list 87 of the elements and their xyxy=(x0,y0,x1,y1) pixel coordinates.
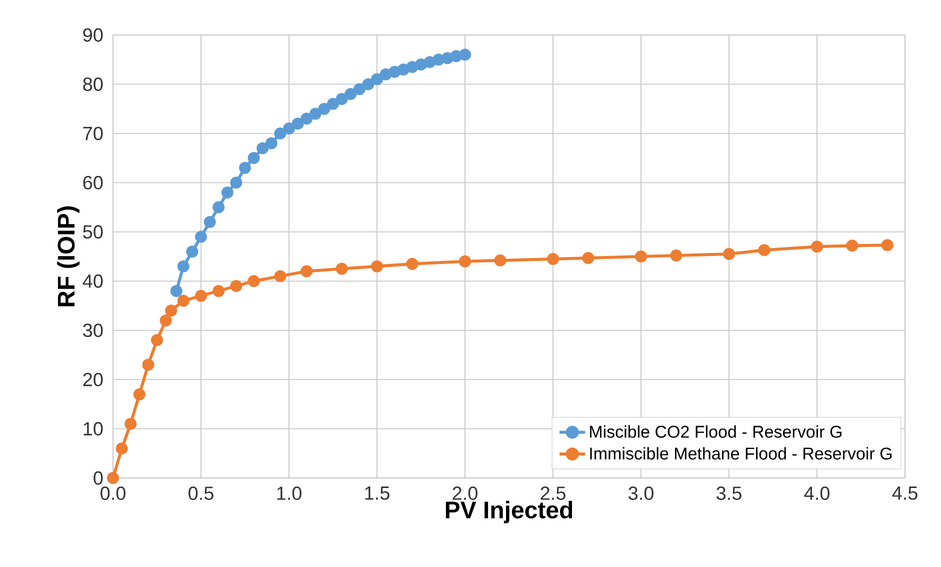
x-tick-label: 4.0 xyxy=(804,486,830,500)
point xyxy=(881,239,894,252)
point xyxy=(758,244,770,256)
point xyxy=(300,265,313,278)
x-tick-label: 2.0 xyxy=(452,486,478,500)
y-tick-label: 80 xyxy=(83,77,103,91)
point xyxy=(300,112,313,125)
point xyxy=(582,252,594,264)
point xyxy=(635,250,648,262)
point xyxy=(170,284,182,297)
x-tick-label: 1.5 xyxy=(365,486,390,500)
point xyxy=(327,98,340,110)
point xyxy=(274,270,286,282)
point xyxy=(811,240,824,253)
point xyxy=(195,230,208,243)
legend-label: Miscible CO2 Flood - Reservoir G xyxy=(590,425,842,438)
y-tick-label: 40 xyxy=(82,274,103,288)
point xyxy=(204,216,216,228)
point xyxy=(248,275,260,288)
y-tick-label: 70 xyxy=(83,126,103,140)
point xyxy=(292,118,304,130)
point xyxy=(344,88,357,100)
point xyxy=(212,284,225,297)
point xyxy=(432,54,445,66)
point xyxy=(212,201,225,214)
point xyxy=(353,83,366,96)
y-tick-label: 90 xyxy=(83,28,103,42)
point xyxy=(186,246,198,258)
point xyxy=(177,294,190,307)
y-tick-label: 50 xyxy=(83,225,103,239)
point xyxy=(406,60,418,73)
x-tick-label: 3.5 xyxy=(716,486,742,500)
point xyxy=(230,176,242,189)
point xyxy=(318,102,330,115)
point xyxy=(336,262,348,275)
point xyxy=(230,280,242,292)
point xyxy=(265,137,278,150)
x-tick-label: 0.0 xyxy=(100,486,126,500)
point xyxy=(160,314,172,326)
y-tick-label: 30 xyxy=(83,324,103,338)
point xyxy=(670,250,682,262)
point xyxy=(142,358,154,371)
point xyxy=(195,290,208,302)
point xyxy=(124,418,137,430)
point xyxy=(107,472,120,484)
point xyxy=(723,248,736,260)
point xyxy=(256,142,269,154)
point xyxy=(221,186,234,199)
x-tick-label: 1.0 xyxy=(277,486,302,500)
y-tick-label: 20 xyxy=(83,372,103,386)
point xyxy=(165,304,178,317)
point xyxy=(274,127,286,140)
point xyxy=(459,48,472,61)
point xyxy=(309,108,322,120)
x-tick-label: 4.5 xyxy=(892,486,918,500)
point xyxy=(177,260,190,272)
point xyxy=(336,92,348,105)
legend-label: Immiscible Methane Flood - Reservoir G xyxy=(590,447,892,460)
x-axis-title: PV Injected xyxy=(446,500,572,524)
point xyxy=(133,388,146,400)
point xyxy=(283,122,296,135)
point xyxy=(151,334,164,346)
point xyxy=(239,162,252,174)
point xyxy=(424,56,436,68)
point xyxy=(459,255,472,268)
point xyxy=(494,254,506,266)
point xyxy=(441,52,454,64)
point xyxy=(388,66,401,78)
point xyxy=(362,78,374,90)
point xyxy=(397,63,410,76)
y-tick-label: 10 xyxy=(84,422,103,436)
x-tick-label: 3.0 xyxy=(628,486,654,500)
point xyxy=(450,50,462,62)
point xyxy=(406,258,418,270)
point xyxy=(116,442,128,454)
point xyxy=(415,58,428,71)
point xyxy=(371,260,384,272)
y-tick-label: 0 xyxy=(94,471,103,485)
y-axis-title: RF (IOIP) xyxy=(57,206,80,306)
x-tick-label: 0.5 xyxy=(188,486,214,500)
x-tick-label: 2.5 xyxy=(540,486,566,500)
y-tick-label: 60 xyxy=(83,176,103,190)
point xyxy=(547,252,560,265)
point xyxy=(380,68,392,80)
point xyxy=(248,152,260,164)
point xyxy=(846,240,858,252)
point xyxy=(371,73,384,86)
